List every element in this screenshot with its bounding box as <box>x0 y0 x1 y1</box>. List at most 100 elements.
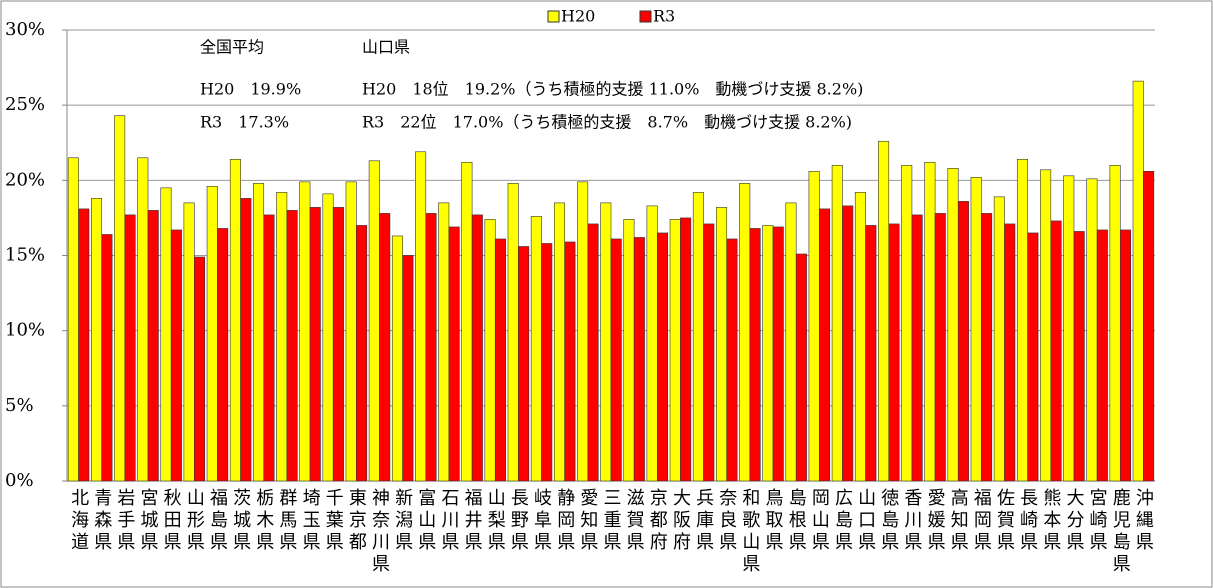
bar <box>379 213 391 482</box>
x-tick-label: 宮崎県 <box>1087 488 1108 554</box>
x-tick-label: 熊本県 <box>1040 488 1061 554</box>
bar <box>137 157 149 482</box>
x-tick-label: 三重県 <box>601 488 622 554</box>
bar <box>795 253 807 482</box>
bar <box>1063 175 1075 482</box>
x-tick-label: 福島県 <box>207 488 228 554</box>
bar <box>471 214 483 482</box>
bar <box>67 157 79 482</box>
annotation: H20 18位 19.2%（うち積極的支援 11.0% 動機づけ支援 8.2%) <box>362 80 863 99</box>
x-tick-label: 長崎県 <box>1017 488 1038 554</box>
legend-label: R3 <box>653 7 675 26</box>
bar <box>484 219 496 482</box>
bar <box>1050 220 1062 482</box>
bar <box>194 256 206 482</box>
x-tick-label: 沖縄県 <box>1133 488 1154 554</box>
bar <box>656 232 669 482</box>
bar <box>970 177 982 482</box>
bar <box>415 151 427 482</box>
x-tick-label: 京都府 <box>647 488 668 554</box>
x-tick-label: 愛媛県 <box>925 488 946 554</box>
bar <box>332 207 344 482</box>
x-tick-label: 兵庫県 <box>693 488 714 554</box>
bar <box>518 246 530 482</box>
bar <box>957 201 969 482</box>
bar <box>762 225 774 482</box>
bar <box>1132 80 1144 482</box>
bar <box>842 205 854 482</box>
bar <box>1027 232 1039 482</box>
bar <box>716 207 728 482</box>
x-tick-label: 岐阜県 <box>531 488 552 554</box>
y-tick-label: 15% <box>5 245 45 266</box>
legend-swatch <box>547 10 560 23</box>
bar <box>680 217 692 482</box>
x-tick-label: 岡山県 <box>809 488 830 554</box>
bar <box>610 238 622 482</box>
x-tick-label: 香川県 <box>901 488 922 554</box>
x-tick-label: 愛知県 <box>577 488 598 554</box>
bar <box>564 241 576 482</box>
annotation: H20 19.9% <box>200 80 301 99</box>
x-tick-label: 茨城県 <box>230 488 251 554</box>
x-tick-label: 群馬県 <box>276 488 297 554</box>
x-tick-label: 鳥取県 <box>763 488 784 554</box>
bar <box>901 165 913 482</box>
bar <box>865 225 877 482</box>
x-tick-label: 島根県 <box>786 488 807 554</box>
bar <box>448 226 460 482</box>
bar <box>981 213 993 482</box>
x-tick-label: 栃木県 <box>253 488 274 554</box>
x-tick-label: 北海道 <box>68 488 89 554</box>
x-tick-label: 埼玉県 <box>300 488 321 554</box>
bar <box>507 183 519 482</box>
x-tick-label: 山梨県 <box>485 488 506 554</box>
bar <box>170 229 182 482</box>
bar <box>345 181 357 482</box>
bar <box>703 223 715 482</box>
x-tick-label: 広島県 <box>832 488 853 554</box>
bar <box>391 235 403 482</box>
x-tick-label: 大阪府 <box>670 488 691 554</box>
x-tick-label: 長野県 <box>508 488 529 554</box>
x-tick-label: 高知県 <box>948 488 969 554</box>
annotation: 山口県 <box>362 38 410 57</box>
x-tick-label: 千葉県 <box>323 488 344 554</box>
bar <box>888 223 900 482</box>
bar <box>808 171 820 482</box>
bar <box>1073 231 1085 482</box>
bar <box>253 183 265 482</box>
bar <box>1016 158 1028 482</box>
bar <box>183 202 195 482</box>
y-tick-label: 25% <box>5 94 45 115</box>
bar <box>623 219 635 482</box>
bar <box>240 198 252 482</box>
bar <box>993 196 1005 482</box>
x-tick-label: 神奈川県 <box>369 488 390 576</box>
bar <box>438 202 450 482</box>
x-tick-label: 佐賀県 <box>994 488 1015 554</box>
x-tick-label: 秋田県 <box>161 488 182 554</box>
bar <box>1040 169 1052 482</box>
bar <box>878 140 890 482</box>
bar <box>309 207 321 482</box>
bar <box>1119 229 1131 482</box>
bar <box>669 219 681 482</box>
x-tick-label: 鹿児島県 <box>1110 488 1131 576</box>
x-tick-label: 滋賀県 <box>624 488 645 554</box>
bar <box>1004 223 1016 482</box>
bar <box>114 115 126 482</box>
bar <box>577 181 589 482</box>
x-tick-label: 山形県 <box>184 488 205 554</box>
bar <box>78 208 90 482</box>
bar <box>263 214 275 482</box>
bar <box>854 192 866 482</box>
bar <box>924 161 936 482</box>
bar <box>934 213 946 482</box>
bar <box>229 158 241 482</box>
bar <box>1096 229 1108 482</box>
x-tick-label: 奈良県 <box>716 488 737 554</box>
x-tick-label: 新潟県 <box>392 488 413 554</box>
x-tick-label: 大分県 <box>1063 488 1084 554</box>
